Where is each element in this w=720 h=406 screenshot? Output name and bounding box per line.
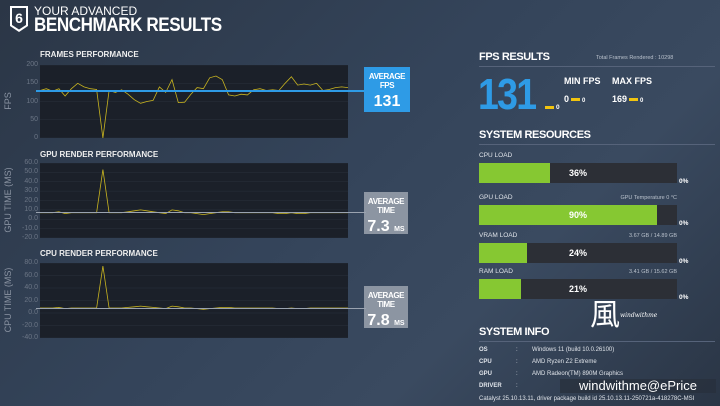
y-tick-label: -20.0 — [22, 234, 38, 241]
rank-badge-icon: 6 — [10, 6, 28, 32]
resource-note: GPU Temperature 0 °C — [620, 195, 677, 201]
info-colon: : — [516, 359, 518, 365]
y-tick-label: 40.0 — [24, 284, 38, 291]
resource-percent: 90% — [568, 210, 587, 220]
min-fps-label: MIN FPS — [564, 76, 601, 86]
average-unit: MS — [394, 226, 405, 233]
y-tick-label: 30.0 — [24, 187, 38, 195]
resource-percent: 24% — [568, 248, 587, 258]
min-fps-value: 0 — [564, 94, 570, 104]
info-key: OS — [479, 347, 488, 353]
info-value: AMD Radeon(TM) 890M Graphics — [532, 371, 624, 377]
info-colon: : — [516, 383, 518, 389]
resource-bar-fill — [479, 243, 527, 263]
y-tick-label: 50 — [30, 115, 38, 123]
fps-bar-icon — [629, 98, 639, 102]
average-box: AVERAGE FPS 131 — [364, 67, 410, 112]
fps-bar-icon — [571, 98, 581, 102]
total-frames: Total Frames Rendered : 10298 — [596, 55, 674, 61]
info-key: GPU — [479, 371, 493, 377]
watermark-caption: windwithme@ePrice — [560, 379, 716, 393]
resource-bar-fill — [479, 205, 658, 225]
resource-bar: 21% — [479, 279, 677, 299]
resource-label: RAM LOAD — [479, 268, 513, 275]
watermark-logo: 風windwithme — [590, 298, 658, 333]
resource-label: CPU LOAD — [479, 152, 513, 159]
resource-percent: 21% — [568, 284, 587, 294]
y-tick-label: 20.0 — [24, 196, 38, 204]
average-unit: MS — [394, 320, 405, 327]
chart-plot — [40, 263, 348, 338]
y-tick-label: 60.0 — [24, 159, 38, 166]
average-label: AVERAGE FPS — [368, 72, 406, 90]
avg-fps-value: 131 — [478, 70, 537, 119]
driver-line: Catalyst 25.10.13.11, driver package bui… — [479, 396, 695, 402]
max-fps-label: MAX FPS — [612, 76, 653, 86]
max-fps-value: 169 — [612, 94, 628, 104]
info-colon: : — [516, 371, 518, 377]
average-box: AVERAGE TIME 7.8 MS — [364, 286, 408, 329]
average-line — [36, 308, 366, 310]
info-key: CPU — [479, 359, 492, 365]
resource-bar: 24% — [479, 243, 677, 263]
y-tick-label: -20.0 — [22, 321, 38, 329]
resource-right-value: 0% — [679, 220, 689, 227]
resource-right-value: 0% — [679, 178, 689, 185]
max-fps-sub: 0 — [640, 98, 644, 104]
avg-fps-sub: 0 — [556, 104, 560, 111]
chart-title: CPU RENDER PERFORMANCE — [40, 249, 158, 258]
info-key: DRIVER — [479, 383, 502, 389]
y-tick-label: -40.0 — [22, 334, 38, 341]
chart-title: FRAMES PERFORMANCE — [40, 50, 139, 59]
y-tick-label: 10.0 — [24, 205, 38, 213]
y-tick-label: 40.0 — [24, 177, 38, 185]
y-tick-label: 20.0 — [24, 296, 38, 304]
min-fps-sub: 0 — [582, 98, 586, 104]
series-line — [40, 169, 348, 216]
average-value: 7.3 — [367, 218, 390, 235]
resource-percent: 36% — [568, 168, 587, 178]
badge-number: 6 — [15, 10, 23, 26]
average-box: AVERAGE TIME 7.3 MS — [364, 192, 408, 235]
resource-bar: 36% — [479, 163, 677, 183]
y-tick-label: 200 — [26, 61, 38, 68]
average-label: AVERAGE TIME — [367, 291, 405, 309]
average-line — [36, 212, 366, 214]
fps-bar-icon — [545, 105, 554, 109]
chart-title: GPU RENDER PERFORMANCE — [40, 150, 159, 159]
resource-right-value: 0% — [679, 294, 689, 301]
info-colon: : — [516, 347, 518, 353]
average-line — [36, 90, 366, 93]
y-tick-label: 0.0 — [28, 215, 38, 223]
resource-bar: 90% — [479, 205, 677, 225]
y-tick-label: 60.0 — [24, 271, 38, 279]
chart-plot — [40, 65, 348, 138]
resource-bar-fill — [479, 163, 551, 183]
chart-plot — [40, 163, 348, 238]
y-tick-label: -10.0 — [22, 224, 38, 232]
average-value: 131 — [373, 93, 401, 110]
y-tick-label: 0.0 — [28, 309, 38, 316]
y-tick-label: 80.0 — [24, 259, 38, 266]
fps-results-title: FPS RESULTS — [479, 51, 715, 67]
series-line — [40, 75, 348, 138]
header-subtitle: YOUR ADVANCED — [34, 4, 138, 18]
system-info-title: SYSTEM INFO — [479, 326, 715, 342]
info-value: AMD Ryzen Z2 Extreme — [532, 359, 597, 365]
resource-bar-fill — [479, 279, 521, 299]
average-label: AVERAGE TIME — [367, 197, 405, 215]
resource-note: 3.67 GB / 14.89 GB — [628, 233, 677, 239]
resource-label: GPU LOAD — [479, 194, 513, 201]
resource-note: 3.41 GB / 15.62 GB — [628, 269, 677, 275]
y-tick-label: 0 — [34, 134, 38, 141]
y-tick-label: 150 — [26, 79, 38, 87]
average-value: 7.8 — [367, 312, 390, 329]
page-title: BENCHMARK RESULTS — [34, 15, 222, 36]
resource-label: VRAM LOAD — [479, 232, 518, 239]
y-tick-label: 50.0 — [24, 168, 38, 176]
info-value: Windows 11 (build 10.0.26100) — [532, 347, 615, 353]
resource-right-value: 0% — [679, 258, 689, 265]
system-resources-title: SYSTEM RESOURCES — [479, 129, 715, 145]
y-tick-label: 100 — [26, 97, 38, 105]
